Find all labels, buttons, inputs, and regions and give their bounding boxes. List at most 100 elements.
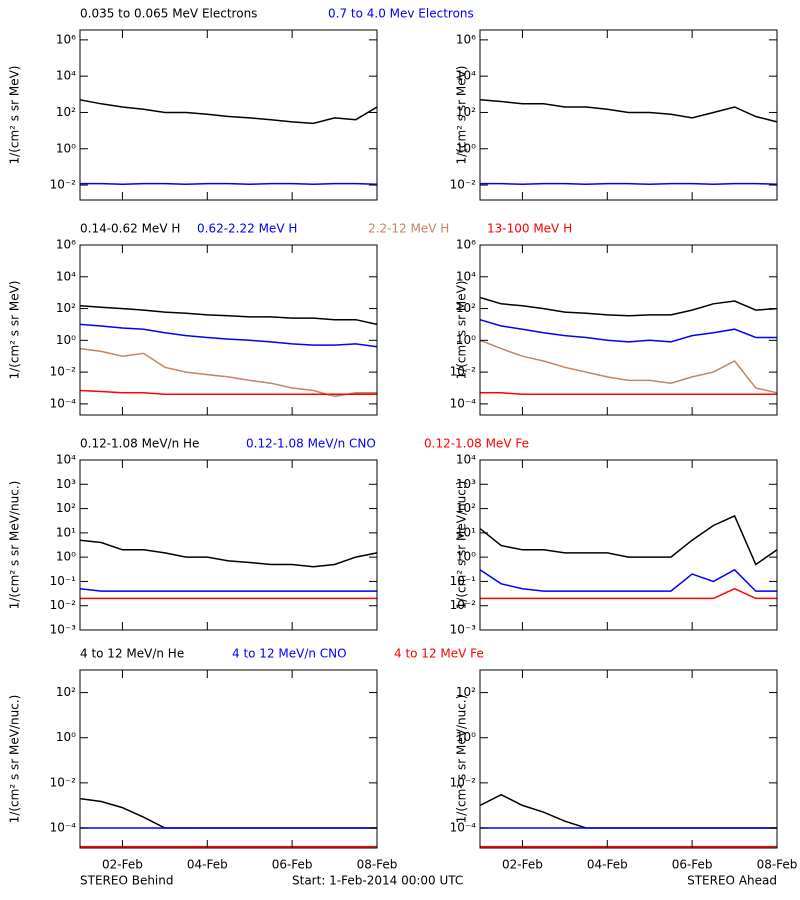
plot-frame bbox=[79, 459, 378, 631]
legend-entry: 4 to 12 MeV Fe bbox=[394, 647, 484, 661]
x-tick-label: 06-Feb bbox=[272, 858, 313, 872]
series-line bbox=[480, 182, 778, 186]
legend-entry: 2.2-12 MeV H bbox=[368, 222, 449, 236]
y-tick-label: 10⁻² bbox=[50, 775, 77, 789]
y-axis-label: 1/(cm² s sr MeV) bbox=[455, 66, 469, 165]
plot-frame bbox=[79, 244, 378, 416]
y-tick-label: 10² bbox=[56, 685, 76, 699]
y-tick-label: 10⁻¹ bbox=[450, 574, 477, 588]
y-tick-label: 10⁴ bbox=[56, 453, 76, 467]
y-tick-label: 10² bbox=[56, 501, 76, 515]
legend-entry: 0.12-1.08 MeV/n He bbox=[80, 437, 199, 451]
series-line bbox=[479, 339, 778, 394]
x-tick-label: 04-Feb bbox=[587, 858, 628, 872]
y-axis-label: 1/(cm² s sr MeV/nuc.) bbox=[8, 481, 22, 610]
series-line bbox=[80, 182, 378, 186]
y-tick-label: 10⁻⁴ bbox=[50, 821, 77, 835]
legend-entry: 13-100 MeV H bbox=[487, 222, 572, 236]
y-tick-label: 10² bbox=[56, 105, 76, 119]
series-line bbox=[79, 323, 378, 348]
y-tick-label: 10⁻³ bbox=[50, 623, 77, 637]
y-tick-label: 10⁰ bbox=[456, 333, 476, 347]
legend-entry: 0.12-1.08 MeV/n CNO bbox=[246, 437, 376, 451]
legend-entry: 0.7 to 4.0 Mev Electrons bbox=[328, 7, 474, 21]
y-tick-label: 10⁶ bbox=[56, 32, 76, 46]
y-tick-label: 10⁻² bbox=[50, 365, 77, 379]
x-tick-label: 08-Feb bbox=[757, 858, 798, 872]
footer-right: STEREO Ahead bbox=[687, 874, 777, 888]
y-tick-label: 10² bbox=[56, 301, 76, 315]
series-line bbox=[479, 568, 777, 592]
y-tick-label: 10¹ bbox=[456, 525, 476, 539]
series-line bbox=[479, 793, 777, 829]
series-line bbox=[479, 514, 778, 566]
series-line bbox=[479, 296, 778, 317]
y-tick-label: 10⁴ bbox=[456, 453, 476, 467]
y-tick-label: 10² bbox=[456, 105, 476, 119]
y-axis-label: 1/(cm² s sr MeV/nuc.) bbox=[8, 695, 22, 824]
y-tick-label: 10² bbox=[456, 301, 476, 315]
y-tick-label: 10⁶ bbox=[456, 238, 476, 252]
y-tick-label: 10⁻⁴ bbox=[50, 396, 77, 410]
y-tick-label: 10⁻² bbox=[450, 598, 477, 612]
series-line bbox=[79, 797, 377, 829]
series-line bbox=[479, 318, 777, 343]
legend-entry: 0.12-1.08 MeV Fe bbox=[424, 437, 529, 451]
y-tick-label: 10⁶ bbox=[456, 32, 476, 46]
y-tick-label: 10⁻² bbox=[450, 775, 477, 789]
plot-frame bbox=[479, 244, 778, 416]
series-line bbox=[479, 99, 778, 123]
y-tick-label: 10⁰ bbox=[56, 141, 76, 155]
plot-frame bbox=[479, 459, 778, 631]
plot-frame bbox=[79, 29, 378, 201]
series-line bbox=[480, 587, 777, 600]
x-tick-label: 08-Feb bbox=[357, 858, 398, 872]
y-axis-label: 1/(cm² s sr MeV) bbox=[455, 281, 469, 380]
y-tick-label: 10⁰ bbox=[456, 730, 476, 744]
series-line bbox=[79, 389, 377, 396]
plot-frame bbox=[479, 669, 778, 849]
y-tick-label: 10⁰ bbox=[456, 550, 476, 564]
y-tick-label: 10² bbox=[456, 685, 476, 699]
y-tick-label: 10⁻² bbox=[450, 365, 477, 379]
plot-frame bbox=[79, 669, 378, 849]
legend-entry: 0.62-2.22 MeV H bbox=[197, 222, 297, 236]
legend-entry: 4 to 12 MeV/n CNO bbox=[232, 647, 347, 661]
series-line bbox=[480, 392, 777, 396]
legend-entry: 0.14-0.62 MeV H bbox=[80, 222, 180, 236]
series-line bbox=[79, 539, 378, 568]
y-tick-label: 10⁰ bbox=[56, 550, 76, 564]
legend-entry: 0.035 to 0.065 MeV Electrons bbox=[80, 7, 257, 21]
y-tick-label: 10⁻² bbox=[50, 598, 77, 612]
y-tick-label: 10⁻⁴ bbox=[450, 821, 477, 835]
y-tick-label: 10⁴ bbox=[56, 269, 76, 283]
y-tick-label: 10⁰ bbox=[456, 141, 476, 155]
x-tick-label: 06-Feb bbox=[672, 858, 713, 872]
plot-frame bbox=[479, 29, 778, 201]
series-line bbox=[79, 99, 378, 125]
y-axis-label: 1/(cm² s sr MeV/nuc.) bbox=[455, 481, 469, 610]
y-tick-label: 10⁻⁴ bbox=[450, 396, 477, 410]
y-axis-label: 1/(cm² s sr MeV) bbox=[8, 66, 22, 165]
y-tick-label: 10³ bbox=[456, 477, 476, 491]
y-tick-label: 10² bbox=[456, 501, 476, 515]
y-tick-label: 10⁴ bbox=[456, 69, 476, 83]
y-tick-label: 10³ bbox=[56, 477, 76, 491]
y-tick-label: 10⁰ bbox=[56, 730, 76, 744]
series-line bbox=[79, 305, 378, 326]
series-line bbox=[79, 587, 377, 592]
y-tick-label: 10⁻³ bbox=[450, 623, 477, 637]
y-tick-label: 10⁻² bbox=[50, 178, 77, 192]
y-tick-label: 10⁰ bbox=[56, 333, 76, 347]
footer-center: Start: 1-Feb-2014 00:00 UTC bbox=[292, 874, 463, 888]
y-axis-label: 1/(cm² s sr MeV/nuc.) bbox=[455, 695, 469, 824]
y-tick-label: 10¹ bbox=[56, 525, 76, 539]
series-line bbox=[79, 347, 377, 398]
y-tick-label: 10⁶ bbox=[56, 238, 76, 252]
y-tick-label: 10⁻² bbox=[450, 178, 477, 192]
footer-left: STEREO Behind bbox=[80, 874, 174, 888]
y-axis-label: 1/(cm² s sr MeV) bbox=[8, 281, 22, 380]
y-tick-label: 10⁴ bbox=[56, 69, 76, 83]
x-tick-label: 02-Feb bbox=[102, 858, 143, 872]
